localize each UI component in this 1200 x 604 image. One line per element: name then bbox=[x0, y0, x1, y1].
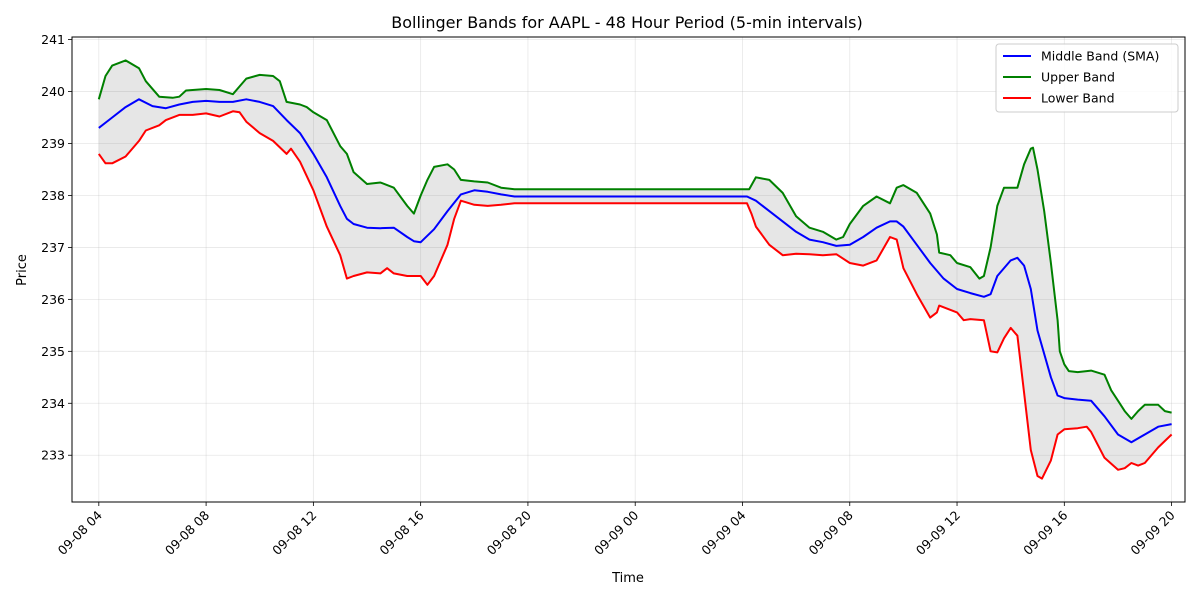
band-fill-area bbox=[98, 60, 1172, 479]
legend: Middle Band (SMA) Upper Band Lower Band bbox=[995, 43, 1179, 113]
series-line-lower-band bbox=[97, 110, 1173, 480]
legend-label: Lower Band bbox=[1041, 91, 1115, 106]
y-tick-label: 241 bbox=[41, 32, 65, 47]
y-tick-label: 233 bbox=[41, 448, 65, 463]
legend-box bbox=[995, 43, 1179, 113]
y-tick-label: 237 bbox=[41, 240, 65, 255]
series-line-upper-band bbox=[97, 59, 1172, 420]
series-lines bbox=[97, 59, 1173, 480]
x-axis-title: Time bbox=[611, 571, 644, 586]
legend-label: Middle Band (SMA) bbox=[1041, 49, 1159, 64]
y-tick-label: 240 bbox=[41, 84, 65, 99]
y-tick-label: 234 bbox=[41, 396, 65, 411]
legend-label: Upper Band bbox=[1041, 70, 1115, 85]
y-tick-label: 239 bbox=[41, 136, 65, 151]
y-axis-title: Price bbox=[15, 254, 30, 286]
y-tick-label: 236 bbox=[41, 292, 65, 307]
y-tick-label: 238 bbox=[41, 188, 65, 203]
chart-title: Bollinger Bands for AAPL - 48 Hour Perio… bbox=[391, 13, 862, 32]
series-line-middle-band-sma bbox=[98, 98, 1172, 444]
y-tick-label: 235 bbox=[41, 344, 65, 359]
plot-frame bbox=[71, 36, 1186, 503]
